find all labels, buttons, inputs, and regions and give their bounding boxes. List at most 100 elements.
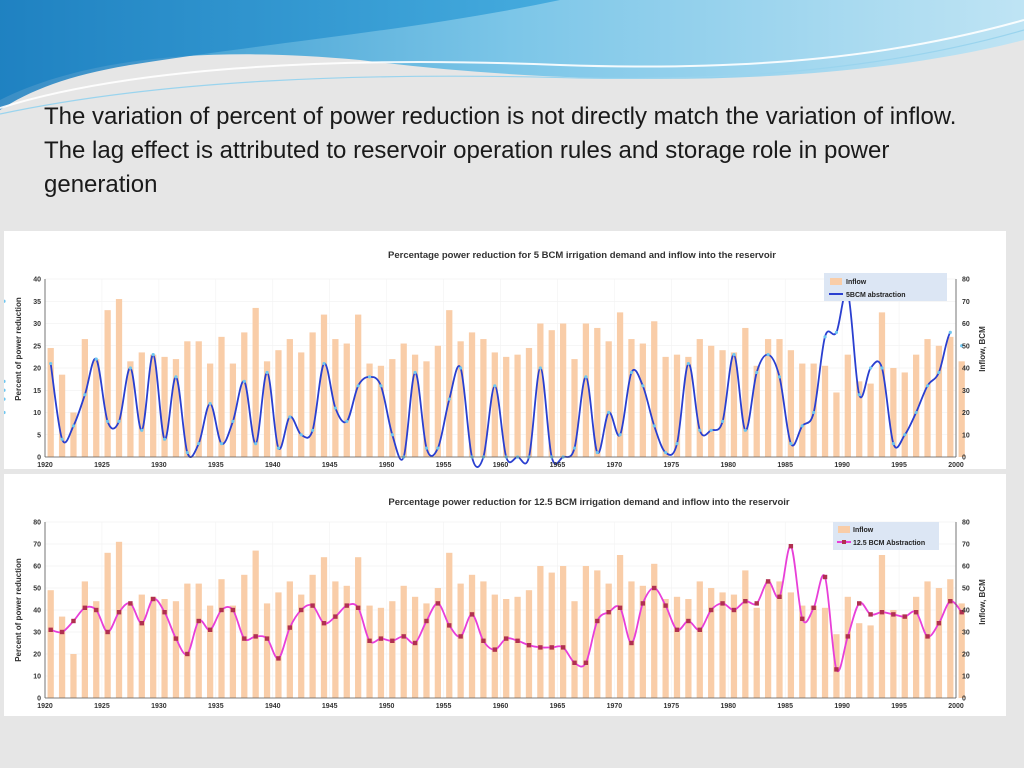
inflow-bar <box>537 323 544 457</box>
data-point <box>390 433 394 437</box>
data-point <box>845 634 851 639</box>
inflow-bar <box>366 363 373 457</box>
inflow-bar <box>81 339 88 457</box>
data-point <box>549 645 554 650</box>
inflow-bar <box>742 327 749 457</box>
chart-5bcm: Percentage power reduction for 5 BCM irr… <box>4 250 987 470</box>
data-point <box>49 361 53 366</box>
data-point <box>720 601 725 606</box>
data-point <box>572 446 577 450</box>
data-point <box>208 402 212 406</box>
inflow-bar <box>559 566 567 698</box>
inflow-bar <box>434 588 442 698</box>
data-point <box>823 335 827 339</box>
y2-tick-label: 0 <box>962 455 966 462</box>
data-point <box>492 647 498 652</box>
data-point <box>914 410 918 415</box>
data-point <box>242 379 246 383</box>
data-point <box>777 594 782 599</box>
inflow-bar <box>901 614 908 698</box>
data-point <box>925 634 930 639</box>
inflow-bars <box>47 299 965 457</box>
y-tick-label: 35 <box>33 299 41 306</box>
inflow-bar <box>366 605 373 698</box>
y2-tick-label: 40 <box>962 366 970 373</box>
data-point <box>754 601 759 606</box>
data-point <box>948 330 952 334</box>
inflow-bar <box>320 314 328 457</box>
inflow-bar <box>947 579 954 698</box>
data-point <box>708 607 714 613</box>
inflow-bar <box>195 341 202 457</box>
data-point <box>94 607 99 613</box>
data-point <box>71 424 76 428</box>
y-tick-label: 0 <box>37 696 41 703</box>
x-tick-label: 1975 <box>664 703 680 710</box>
legend-box <box>833 522 939 550</box>
data-point <box>162 610 167 615</box>
inflow-bar <box>651 321 658 457</box>
data-point <box>891 612 896 617</box>
inflow-bar <box>389 601 396 698</box>
inflow-bar <box>548 330 555 457</box>
inflow-bar <box>58 616 66 698</box>
inflow-bar <box>559 323 567 457</box>
data-point <box>777 375 782 379</box>
inflow-bar <box>172 601 180 698</box>
chart-12-5bcm: Percentage power reduction for 12.5 BCM … <box>14 497 987 710</box>
y2-tick-label: 10 <box>962 432 970 439</box>
chart-title: Percentage power reduction for 12.5 BCM … <box>388 497 789 508</box>
data-point <box>800 616 805 621</box>
inflow-bar <box>867 625 874 698</box>
inflow-bar <box>423 361 430 457</box>
x-tick-label: 1950 <box>379 462 395 469</box>
inflow-bar <box>605 341 612 457</box>
legend-bar-label: Inflow <box>846 279 867 286</box>
chart-12-5bcm-panel: Percentage power reduction for 12.5 BCM … <box>4 474 1006 716</box>
x-tick-label: 1940 <box>265 462 281 469</box>
inflow-bar <box>776 581 783 698</box>
y-tick-label: 20 <box>33 366 41 373</box>
inflow-bar <box>332 581 339 698</box>
inflow-bar <box>423 603 430 698</box>
inflow-bar <box>605 583 612 698</box>
data-point <box>868 366 873 370</box>
data-point <box>857 393 861 397</box>
inflow-bar <box>309 574 316 698</box>
data-point <box>71 618 76 624</box>
inflow-bar <box>799 363 806 457</box>
inflow-bar <box>571 601 578 698</box>
chart-5bcm-panel: Percentage power reduction for 5 BCM irr… <box>4 231 1006 469</box>
data-point <box>743 428 747 432</box>
inflow-bar <box>138 594 145 698</box>
x-tick-label: 1945 <box>322 703 338 710</box>
x-tick-label: 1955 <box>436 462 452 469</box>
data-point <box>264 636 270 641</box>
gridlines <box>44 278 957 458</box>
y2-tick-label: 80 <box>962 520 970 527</box>
x-tick-label: 1965 <box>550 462 566 469</box>
axes: 0 5 10 15 20 25 30 35 40 0 10 20 30 40 50 60 70 80 1920 192… <box>33 277 970 470</box>
inflow-bar <box>377 607 385 698</box>
y-tick-label: 80 <box>33 520 41 527</box>
inflow-bar <box>844 354 851 457</box>
data-point <box>412 640 418 646</box>
inflow-bar <box>901 372 908 457</box>
data-point <box>789 442 793 446</box>
x-tick-label: 1995 <box>891 703 907 710</box>
data-point <box>4 388 6 392</box>
data-point <box>83 393 87 397</box>
data-point <box>401 634 406 639</box>
inflow-bar <box>400 343 407 457</box>
x-tick-label: 1955 <box>436 703 452 710</box>
data-point <box>4 397 6 401</box>
x-tick-label: 1965 <box>550 703 566 710</box>
inflow-bar <box>844 596 851 698</box>
inflow-bar <box>548 572 555 698</box>
inflow-bar <box>696 339 703 457</box>
inflow-bar <box>218 579 225 698</box>
data-point <box>60 437 64 441</box>
y-tick-label: 10 <box>33 674 41 681</box>
x-tick-label: 1930 <box>151 703 167 710</box>
inflow-bar <box>616 312 624 457</box>
